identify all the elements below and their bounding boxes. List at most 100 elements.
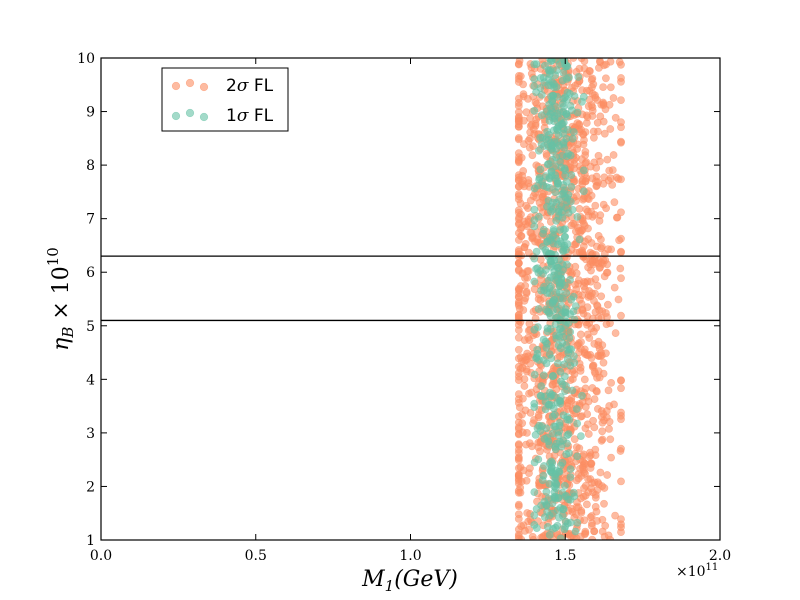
x-tick-label: 0.0 — [90, 548, 112, 564]
scatter-point-1sigma — [562, 203, 570, 212]
y-tick-label: 8 — [86, 158, 95, 174]
scatter-point-2sigma — [596, 352, 605, 360]
y-tick-label: 2 — [86, 479, 95, 495]
scatter-point-1sigma — [546, 312, 555, 320]
scatter-point-1sigma — [545, 183, 554, 192]
scatter-point-1sigma — [554, 359, 562, 368]
legend-label-2sigma: 2σ FL — [226, 76, 274, 96]
legend-label-1sigma: 1σ FL — [226, 106, 274, 126]
scatter-point-1sigma — [539, 242, 547, 251]
legend-dot — [185, 108, 195, 118]
scatter-point-2sigma — [525, 389, 533, 398]
scatter-point-1sigma — [554, 123, 563, 131]
scatter-point-2sigma — [606, 58, 615, 66]
scatter-point-1sigma — [541, 61, 549, 70]
scatter-point-2sigma — [600, 484, 609, 492]
scatter-point-2sigma — [596, 112, 605, 121]
legend-dot — [185, 78, 195, 88]
scatter-point-1sigma — [552, 288, 561, 297]
scatter-point-2sigma — [581, 529, 590, 538]
scatter-point-1sigma — [558, 76, 567, 85]
scatter-point-2sigma — [592, 177, 600, 186]
scatter-point-1sigma — [542, 343, 551, 352]
scatter-point-2sigma — [594, 367, 603, 376]
scatter-point-1sigma — [566, 465, 575, 473]
scatter-point-2sigma — [597, 292, 606, 301]
scatter-point-2sigma — [577, 508, 586, 517]
x-axis-ticks: 0.0 0.5 1.0 1.5 2.0 — [90, 58, 731, 564]
scatter-point-1sigma — [542, 305, 550, 314]
scatter-point-2sigma — [531, 119, 540, 128]
scatter-point-1sigma — [560, 372, 569, 381]
scatter-point-1sigma — [530, 277, 539, 286]
scatter-point-2sigma — [602, 74, 610, 83]
scatter-point-1sigma — [547, 354, 556, 363]
scatter-point-2sigma — [514, 102, 523, 110]
scatter-point-1sigma — [532, 264, 540, 273]
scatter-point-2sigma — [602, 320, 611, 329]
scatter-point-2sigma — [582, 205, 591, 214]
scatter-point-2sigma — [584, 211, 593, 220]
scatter-point-2sigma — [514, 502, 523, 510]
scatter-point-2sigma — [584, 475, 592, 483]
scatter-point-2sigma — [576, 363, 585, 372]
scatter-point-2sigma — [536, 255, 545, 264]
x-axis-label: M1(GeV) — [361, 567, 458, 595]
scatter-point-1sigma — [570, 358, 579, 367]
scatter-point-2sigma — [578, 216, 587, 225]
scatter-point-2sigma — [593, 301, 601, 310]
scatter-point-1sigma — [566, 473, 575, 481]
x-tick-label: 0.5 — [245, 548, 267, 564]
scatter-point-2sigma — [522, 108, 531, 117]
scatter-point-2sigma — [528, 442, 536, 451]
scatter-point-2sigma — [617, 137, 625, 146]
scatter-point-2sigma — [615, 236, 623, 245]
scatter-point-2sigma — [578, 306, 587, 315]
x-tick-label: 1.5 — [554, 548, 576, 564]
scatter-point-2sigma — [586, 292, 595, 301]
scatter-point-1sigma — [547, 207, 555, 216]
scatter-point-2sigma — [590, 423, 599, 432]
scatter-point-2sigma — [524, 267, 533, 275]
scatter-point-2sigma — [617, 247, 625, 256]
scatter-point-1sigma — [549, 525, 557, 533]
scatter-point-2sigma — [599, 83, 607, 91]
scatter-point-2sigma — [569, 375, 577, 383]
scatter-point-1sigma — [566, 151, 575, 160]
scatter-point-2sigma — [531, 98, 540, 107]
scatter-point-2sigma — [605, 424, 613, 433]
scatter-point-1sigma — [532, 247, 541, 256]
scatter-point-2sigma — [597, 235, 605, 244]
scatter-point-1sigma — [556, 226, 565, 234]
scatter-point-1sigma — [555, 396, 564, 405]
scatter-point-2sigma — [585, 452, 594, 461]
scatter-point-1sigma — [556, 503, 565, 512]
scatter-point-2sigma — [602, 309, 610, 317]
scatter-point-2sigma — [604, 300, 612, 309]
scatter-point-1sigma — [530, 184, 539, 193]
scatter-point-1sigma — [536, 391, 545, 400]
scatter-point-2sigma — [581, 128, 590, 136]
scatter-point-1sigma — [539, 229, 547, 238]
scatter-point-2sigma — [514, 259, 523, 268]
scatter-point-1sigma — [530, 75, 539, 84]
scatter-point-2sigma — [587, 522, 596, 530]
scatter-point-1sigma — [565, 449, 573, 457]
scatter-point-2sigma — [611, 329, 620, 337]
scatter-point-2sigma — [514, 345, 523, 354]
scatter-point-2sigma — [519, 167, 528, 175]
scatter-point-2sigma — [574, 474, 583, 483]
scatter-point-1sigma — [556, 534, 565, 540]
scatter-point-2sigma — [573, 341, 582, 350]
scatter-point-2sigma — [514, 534, 523, 540]
scatter-point-1sigma — [566, 328, 575, 336]
scatter-point-2sigma — [603, 471, 612, 479]
scatter-point-1sigma — [562, 289, 571, 297]
scatter-point-2sigma — [514, 157, 523, 165]
scatter-point-1sigma — [558, 511, 567, 520]
legend-box — [161, 67, 289, 132]
y-tick-label: 1 — [86, 533, 95, 549]
scatter-point-2sigma — [514, 117, 523, 125]
reference-lines — [101, 255, 720, 322]
scatter-point-1sigma — [558, 380, 567, 388]
